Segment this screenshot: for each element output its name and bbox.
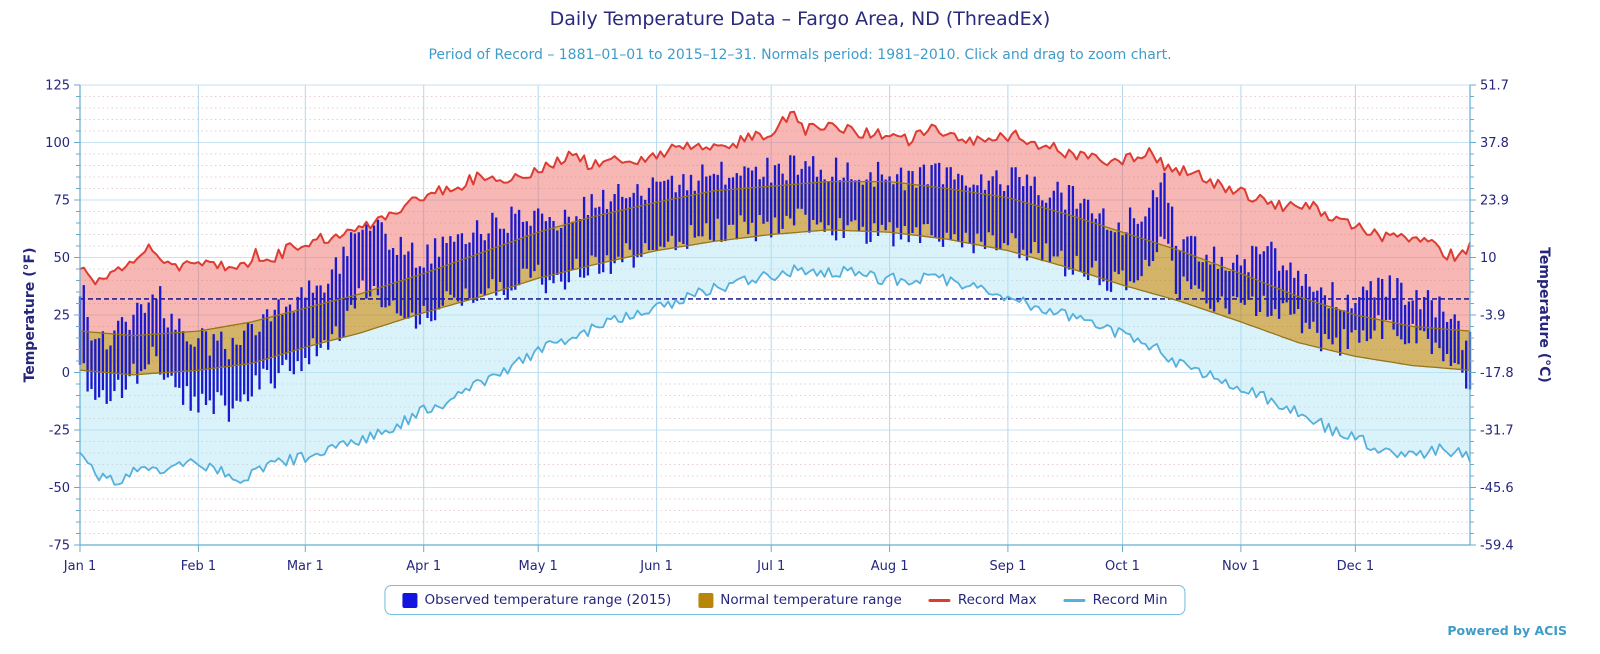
legend-item-label: Observed temperature range (2015) bbox=[424, 592, 672, 608]
legend-marker-square bbox=[402, 592, 418, 608]
legend-item-observed-temperature-range-2015[interactable]: Observed temperature range (2015) bbox=[402, 592, 671, 608]
x-axis-tick-label: Aug 1 bbox=[871, 559, 909, 574]
powered-by-acis-link[interactable]: Powered by ACIS bbox=[1447, 623, 1567, 638]
y-axis-right-tick-label: -17.8 bbox=[1480, 366, 1514, 381]
y-axis-right-tick-label: -3.9 bbox=[1480, 309, 1505, 324]
y-axis-right-tick-label: 10 bbox=[1480, 251, 1497, 266]
legend-item-label: Record Min bbox=[1092, 592, 1168, 608]
y-axis-right-title: Temperature (°C) bbox=[1536, 247, 1552, 383]
x-axis-tick-label: Jan 1 bbox=[63, 559, 96, 574]
y-axis-left-tick-label: 50 bbox=[53, 251, 70, 266]
y-axis-left-tick-label: 75 bbox=[53, 194, 70, 209]
y-axis-left-title: Temperature (°F) bbox=[22, 248, 38, 383]
legend-item-record-min[interactable]: Record Min bbox=[1063, 592, 1168, 608]
legend-marker-line bbox=[928, 598, 951, 602]
y-axis-left-tick-label: -50 bbox=[49, 481, 70, 496]
legend-marker-line bbox=[1063, 598, 1086, 602]
grid-vertical-months bbox=[79, 85, 1356, 545]
y-axis-right-tick-label: 51.7 bbox=[1480, 79, 1509, 94]
y-axis-right-tick-label: -59.4 bbox=[1480, 539, 1514, 554]
record-min-area bbox=[80, 229, 1470, 485]
x-axis-tick-label: Feb 1 bbox=[181, 559, 216, 574]
y-axis-left-tick-label: -75 bbox=[49, 539, 70, 554]
legend-item-label: Normal temperature range bbox=[720, 592, 902, 608]
y-axis-left-tick-label: 125 bbox=[45, 79, 70, 94]
normal-min-line bbox=[79, 229, 1471, 376]
legend-item-record-max[interactable]: Record Max bbox=[928, 592, 1037, 608]
x-axis-tick-label: Jul 1 bbox=[756, 559, 785, 574]
y-axis-right-tick-label: 23.9 bbox=[1480, 194, 1509, 209]
y-axis-right-tick-label: -31.7 bbox=[1480, 424, 1514, 439]
record-max-area bbox=[80, 111, 1470, 336]
x-axis-tick-label: Mar 1 bbox=[287, 559, 324, 574]
record-min-line bbox=[79, 264, 1471, 486]
y-axis-left-tick-label: 0 bbox=[62, 366, 70, 381]
y-axis-right-tick-label: 37.8 bbox=[1480, 136, 1509, 151]
x-axis-tick-label: Sep 1 bbox=[989, 559, 1026, 574]
y-axis-left-tick-label: -25 bbox=[49, 424, 70, 439]
legend-item-label: Record Max bbox=[957, 592, 1037, 608]
legend: Observed temperature range (2015) Normal … bbox=[384, 585, 1186, 615]
x-axis-tick-label: Apr 1 bbox=[406, 559, 441, 574]
chart-title: Daily Temperature Data – Fargo Area, ND … bbox=[549, 8, 1051, 30]
y-axis-left-tick-label: 25 bbox=[53, 309, 70, 324]
axes bbox=[74, 84, 1476, 552]
x-axis-tick-label: Nov 1 bbox=[1222, 559, 1260, 574]
axis-tick-labels: 125 51.7 100 37.8 75 23.9 50 10 25 -3.9 0 -17.8 -25 -… bbox=[45, 79, 1513, 575]
record-max-line bbox=[79, 110, 1471, 286]
y-axis-left-tick-label: 100 bbox=[45, 136, 70, 151]
x-axis-tick-label: Dec 1 bbox=[1337, 559, 1375, 574]
chart-subtitle: Period of Record – 1881–01–01 to 2015–12… bbox=[428, 47, 1172, 63]
x-axis-tick-label: Oct 1 bbox=[1105, 559, 1140, 574]
normal-max-line bbox=[79, 180, 1471, 337]
x-axis-tick-label: May 1 bbox=[519, 559, 558, 574]
legend-item-normal-temperature-range[interactable]: Normal temperature range bbox=[698, 592, 902, 608]
legend-marker-square bbox=[698, 592, 714, 608]
y-axis-right-tick-label: -45.6 bbox=[1480, 481, 1514, 496]
x-axis-tick-label: Jun 1 bbox=[639, 559, 673, 574]
